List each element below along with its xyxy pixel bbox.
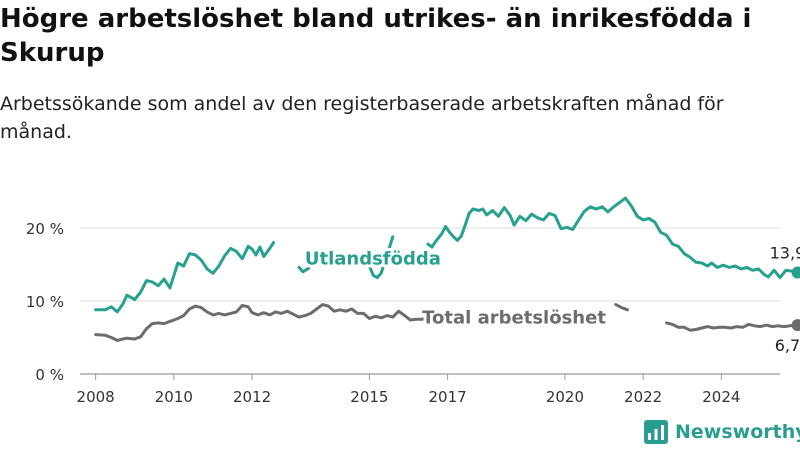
y-tick-label: 20 % bbox=[26, 220, 64, 238]
chart-subtitle: Arbetssökande som andel av den registerb… bbox=[0, 93, 724, 143]
bar-chart-icon bbox=[644, 420, 668, 444]
x-tick-label: 2024 bbox=[702, 388, 740, 406]
brand-name: Newsworthy bbox=[675, 421, 800, 443]
axis-layer: 0 % 10 % 20 % 2008 2010 2012 2015 2017 2020 2022 2… bbox=[26, 220, 741, 406]
series-end-label: 13,9 % bbox=[770, 244, 800, 263]
y-tick-label: 10 % bbox=[26, 293, 64, 311]
x-tick-label: 2022 bbox=[624, 388, 662, 406]
grid-layer bbox=[80, 227, 780, 375]
series-line bbox=[94, 196, 800, 314]
x-tick-label: 2017 bbox=[429, 388, 467, 406]
label-layer: 13,9 % 6,7 % Utlandsfödda Total arbetslöshe… bbox=[302, 244, 800, 356]
x-tick-label: 2010 bbox=[155, 388, 193, 406]
chart-title: Högre arbetslöshet bland utrikes- än inr… bbox=[0, 4, 752, 68]
series-layer bbox=[94, 196, 800, 342]
series-end-point bbox=[791, 319, 800, 332]
series-label: Total arbetslöshet bbox=[422, 308, 606, 329]
x-tick-label: 2015 bbox=[350, 388, 388, 406]
newsworthy-logo: Newsworthy bbox=[644, 420, 800, 444]
series-line bbox=[94, 303, 800, 342]
x-tick-label: 2012 bbox=[233, 388, 271, 406]
series-label: Utlandsfödda bbox=[305, 249, 441, 270]
x-tick-label: 2008 bbox=[77, 388, 115, 406]
series-end-point bbox=[791, 266, 800, 279]
x-tick-label: 2020 bbox=[546, 388, 584, 406]
y-tick-label: 0 % bbox=[35, 366, 64, 384]
series-end-label: 6,7 % bbox=[775, 336, 800, 355]
